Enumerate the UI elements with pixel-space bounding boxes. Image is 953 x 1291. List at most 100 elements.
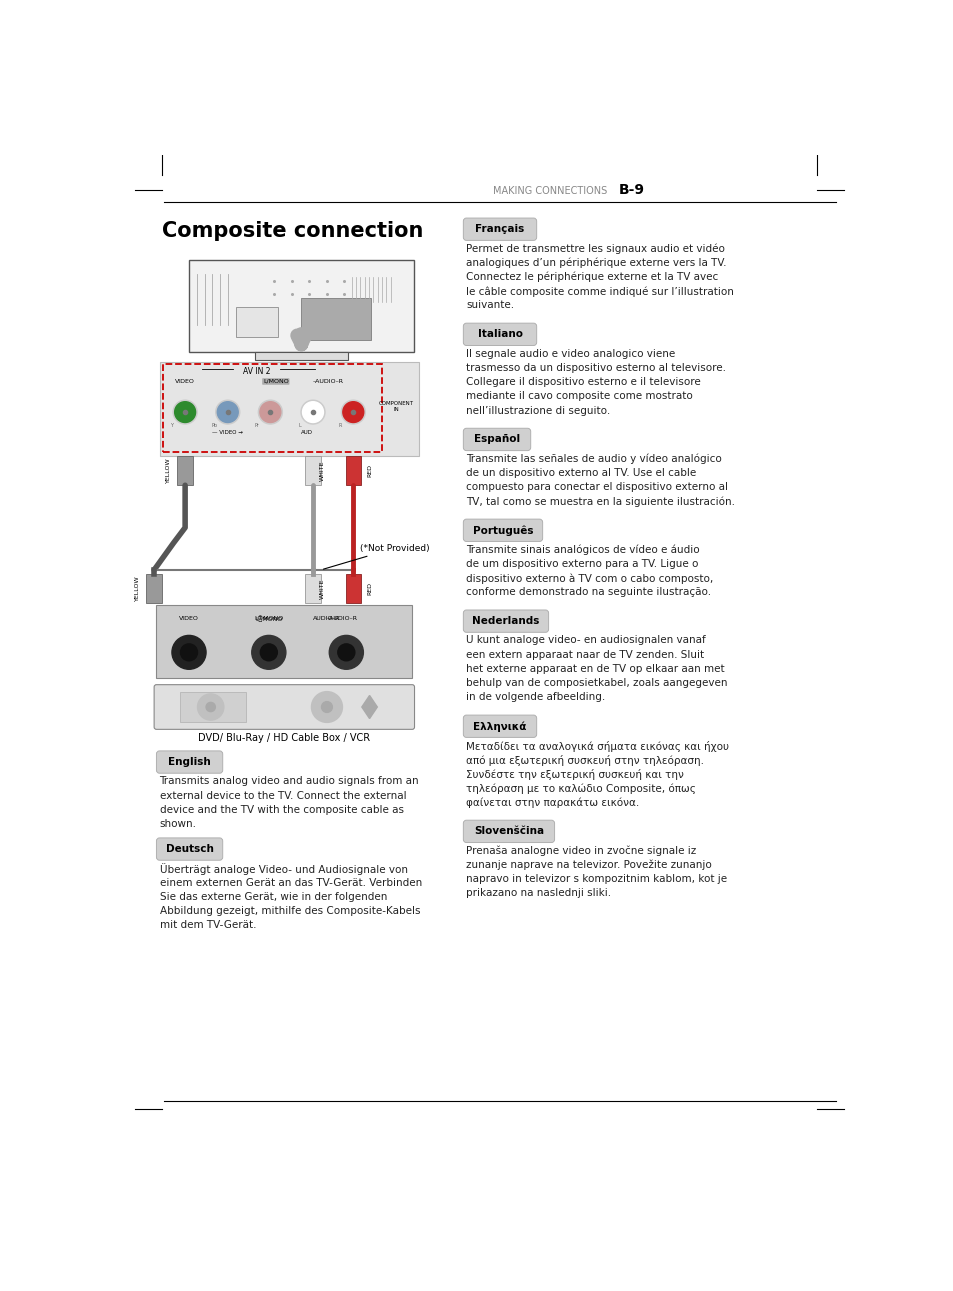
Circle shape [301,400,325,423]
Text: AUDIO-R: AUDIO-R [313,616,340,621]
Text: le câble composite comme indiqué sur l’illustration: le câble composite comme indiqué sur l’i… [466,287,734,297]
FancyBboxPatch shape [463,429,530,451]
Text: TV, tal como se muestra en la siguiente ilustración.: TV, tal como se muestra en la siguiente … [466,497,735,507]
FancyBboxPatch shape [463,715,537,737]
Circle shape [342,402,363,422]
FancyBboxPatch shape [156,838,222,860]
FancyBboxPatch shape [305,456,320,485]
Text: Abbildung gezeigt, mithilfe des Composite-Kabels: Abbildung gezeigt, mithilfe des Composit… [159,906,419,917]
Text: English: English [168,757,211,767]
Text: AUD: AUD [300,430,313,435]
Text: Connectez le périphérique externe et la TV avec: Connectez le périphérique externe et la … [466,272,718,283]
Text: external device to the TV. Connect the external: external device to the TV. Connect the e… [159,790,406,800]
Text: WHITE: WHITE [319,461,324,480]
Text: nell’illustrazione di seguito.: nell’illustrazione di seguito. [466,405,610,416]
FancyBboxPatch shape [463,218,537,240]
Text: R: R [338,422,341,427]
Text: mediante il cavo composite come mostrato: mediante il cavo composite come mostrato [466,391,693,402]
Text: trasmesso da un dispositivo esterno al televisore.: trasmesso da un dispositivo esterno al t… [466,363,725,373]
Text: L/MONO: L/MONO [263,380,289,383]
Text: RED: RED [368,465,373,478]
FancyBboxPatch shape [463,323,537,346]
Text: Μεταδίδει τα αναλογικά σήματα εικόνας και ήχου: Μεταδίδει τα αναλογικά σήματα εικόνας κα… [466,741,729,751]
Text: Prenaša analogne video in zvočne signale iz: Prenaša analogne video in zvočne signale… [466,846,696,856]
Text: behulp van de composietkabel, zoals aangegeven: behulp van de composietkabel, zoals aang… [466,678,727,688]
Text: YELLOW: YELLOW [134,576,139,602]
FancyBboxPatch shape [159,361,418,456]
Text: COMPONENT
IN: COMPONENT IN [378,402,413,412]
Circle shape [180,644,197,661]
Circle shape [329,635,363,669]
Text: φαίνεται στην παρακάτω εικόνα.: φαίνεται στην παρακάτω εικόνα. [466,798,639,808]
Text: Deutsch: Deutsch [166,844,213,855]
Circle shape [337,644,355,661]
Text: het externe apparaat en de TV op elkaar aan met: het externe apparaat en de TV op elkaar … [466,664,724,674]
Text: shown.: shown. [159,818,196,829]
Text: Français: Français [475,225,524,234]
Text: U kunt analoge video- en audiosignalen vanaf: U kunt analoge video- en audiosignalen v… [466,635,705,646]
Text: Italiano: Italiano [477,329,522,340]
Text: Συνδέστε την εξωτερική συσκευή και την: Συνδέστε την εξωτερική συσκευή και την [466,769,683,780]
Text: L: L [298,422,301,427]
Text: Pb: Pb [212,422,217,427]
Circle shape [311,692,342,723]
Text: L①MONO: L①MONO [253,616,283,621]
Text: analogiques d’un périphérique externe vers la TV.: analogiques d’un périphérique externe ve… [466,258,726,269]
Text: Sie das externe Gerät, wie in der folgenden: Sie das externe Gerät, wie in der folgen… [159,892,387,902]
Circle shape [302,402,323,422]
Text: MAKING CONNECTIONS: MAKING CONNECTIONS [493,186,607,196]
Text: LⓄMONO: LⓄMONO [254,616,282,622]
Text: Ελληνικά: Ελληνικά [473,720,526,732]
Text: DVD/ Blu-Ray / HD Cable Box / VCR: DVD/ Blu-Ray / HD Cable Box / VCR [198,733,370,744]
FancyBboxPatch shape [156,604,412,678]
Text: Collegare il dispositivo esterno e il televisore: Collegare il dispositivo esterno e il te… [466,377,700,387]
Text: prikazano na naslednji sliki.: prikazano na naslednji sliki. [466,888,611,899]
Text: Composite connection: Composite connection [162,221,423,241]
Text: Pr: Pr [254,422,259,427]
Circle shape [260,644,277,661]
Circle shape [258,400,282,423]
FancyBboxPatch shape [463,519,542,541]
Circle shape [252,635,286,669]
FancyBboxPatch shape [177,456,193,485]
Text: Slovenščina: Slovenščina [474,826,543,837]
Text: in de volgende afbeelding.: in de volgende afbeelding. [466,692,605,702]
Text: Transmite las señales de audio y vídeo analógico: Transmite las señales de audio y vídeo a… [466,453,721,465]
Text: Español: Español [474,435,519,444]
Text: από μια εξωτερική συσκευή στην τηλεόραση.: από μια εξωτερική συσκευή στην τηλεόραση… [466,755,703,766]
Text: compuesto para conectar el dispositivo externo al: compuesto para conectar el dispositivo e… [466,482,728,492]
FancyBboxPatch shape [156,751,222,773]
Text: WHITE: WHITE [319,578,324,599]
Text: zunanje naprave na televizor. Povežite zunanjo: zunanje naprave na televizor. Povežite z… [466,860,712,870]
FancyBboxPatch shape [305,573,320,603]
Text: Überträgt analoge Video- und Audiosignale von: Überträgt analoge Video- und Audiosignal… [159,864,407,875]
FancyBboxPatch shape [301,298,371,341]
Text: de un dispositivo externo al TV. Use el cable: de un dispositivo externo al TV. Use el … [466,467,696,478]
Text: AV IN 2: AV IN 2 [242,367,270,376]
FancyBboxPatch shape [463,820,554,843]
Text: τηλεόραση με το καλώδιο Composite, όπως: τηλεόραση με το καλώδιο Composite, όπως [466,784,696,794]
Text: — VIDEO →: — VIDEO → [213,430,243,435]
FancyBboxPatch shape [345,573,360,603]
Text: Il segnale audio e video analogico viene: Il segnale audio e video analogico viene [466,349,675,359]
Text: Transmite sinais analógicos de vídeo e áudio: Transmite sinais analógicos de vídeo e á… [466,545,700,555]
Text: einem externen Gerät an das TV-Gerät. Verbinden: einem externen Gerät an das TV-Gerät. Ve… [159,878,421,888]
Circle shape [172,400,197,423]
Circle shape [341,400,365,423]
Text: YELLOW: YELLOW [166,458,171,483]
Text: suivante.: suivante. [466,301,514,310]
Text: (*Not Provided): (*Not Provided) [323,544,429,569]
Text: –AUDIO–R: –AUDIO–R [327,616,357,621]
FancyBboxPatch shape [189,259,414,352]
Circle shape [217,402,238,422]
Circle shape [259,402,280,422]
Circle shape [215,400,239,423]
Text: Y: Y [171,422,173,427]
Text: Transmits analog video and audio signals from an: Transmits analog video and audio signals… [159,776,418,786]
Text: Português: Português [473,525,533,536]
FancyBboxPatch shape [235,307,278,337]
Circle shape [321,701,332,713]
FancyBboxPatch shape [463,609,548,633]
Text: VIDEO: VIDEO [179,616,199,621]
Text: Permet de transmettre les signaux audio et vidéo: Permet de transmettre les signaux audio … [466,244,724,254]
